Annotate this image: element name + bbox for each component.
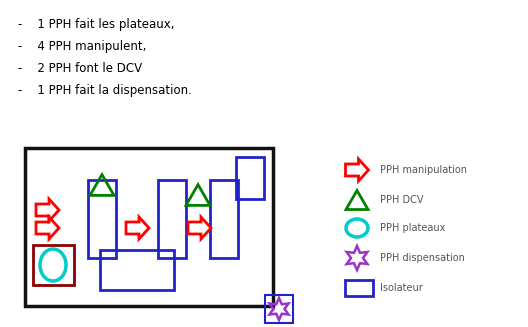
Bar	[33, 245, 74, 285]
Bar	[25, 148, 273, 306]
Bar	[158, 180, 186, 258]
Bar	[100, 250, 174, 290]
Bar	[265, 295, 293, 323]
Bar	[236, 157, 264, 199]
Text: PPH dispensation: PPH dispensation	[380, 253, 465, 263]
Bar	[210, 180, 238, 258]
Text: -    1 PPH fait les plateaux,: - 1 PPH fait les plateaux,	[18, 18, 174, 31]
Text: -    1 PPH fait la dispensation.: - 1 PPH fait la dispensation.	[18, 84, 192, 97]
Text: -    2 PPH font le DCV: - 2 PPH font le DCV	[18, 62, 142, 75]
Text: PPH manipulation: PPH manipulation	[380, 165, 467, 175]
Text: -    4 PPH manipulent,: - 4 PPH manipulent,	[18, 40, 146, 53]
Text: Isolateur: Isolateur	[380, 283, 423, 293]
Bar	[88, 180, 116, 258]
Bar	[345, 280, 373, 296]
Text: PPH DCV: PPH DCV	[380, 195, 423, 205]
Text: PPH plateaux: PPH plateaux	[380, 223, 446, 233]
